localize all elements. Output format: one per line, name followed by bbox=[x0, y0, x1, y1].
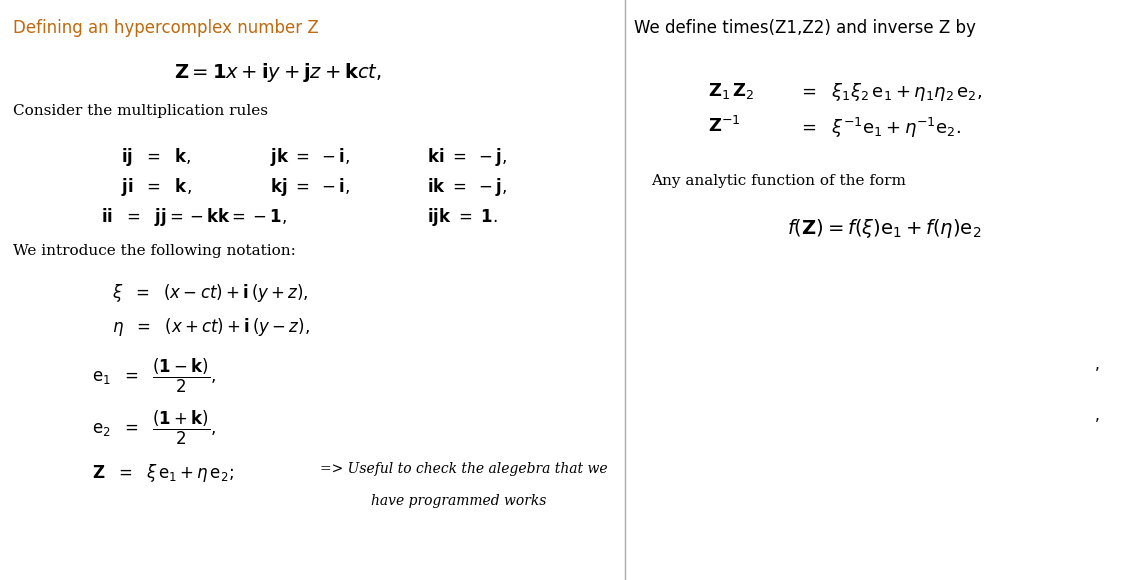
Text: $f(\mathbf{Z}) = f(\xi)\mathrm{e}_1 + f(\eta)\mathrm{e}_2$: $f(\mathbf{Z}) = f(\xi)\mathrm{e}_1 + f(… bbox=[787, 218, 981, 241]
Text: ,: , bbox=[1095, 408, 1099, 423]
Text: Consider the multiplication rules: Consider the multiplication rules bbox=[13, 104, 269, 118]
Text: $\mathbf{ik}\ =\ -\mathbf{j},$: $\mathbf{ik}\ =\ -\mathbf{j},$ bbox=[427, 176, 507, 198]
Text: => Useful to check the alegebra that we: => Useful to check the alegebra that we bbox=[320, 462, 608, 476]
Text: $\mathrm{e}_1\ \ =\ \ \dfrac{(\mathbf{1} - \mathbf{k})}{2},$: $\mathrm{e}_1\ \ =\ \ \dfrac{(\mathbf{1}… bbox=[92, 357, 216, 395]
Text: $\mathbf{ii}\ \ =\ \ \mathbf{jj} = -\mathbf{kk} = -\mathbf{1},$: $\mathbf{ii}\ \ =\ \ \mathbf{jj} = -\mat… bbox=[101, 206, 287, 229]
Text: have programmed works: have programmed works bbox=[371, 494, 546, 508]
Text: $\mathbf{Z}_1\,\mathbf{Z}_2$: $\mathbf{Z}_1\,\mathbf{Z}_2$ bbox=[708, 81, 754, 101]
Text: $\mathbf{ji}\ \ =\ \ \mathbf{k},$: $\mathbf{ji}\ \ =\ \ \mathbf{k},$ bbox=[121, 176, 192, 198]
Text: $=\ \ \xi_1\xi_2\,\mathrm{e}_1 + \eta_1\eta_2\,\mathrm{e}_2,$: $=\ \ \xi_1\xi_2\,\mathrm{e}_1 + \eta_1\… bbox=[798, 81, 982, 103]
Text: $\mathbf{Z} = \mathbf{1}x + \mathbf{i}y + \mathbf{j}z + \mathbf{k}ct,$: $\mathbf{Z} = \mathbf{1}x + \mathbf{i}y … bbox=[174, 61, 382, 84]
Text: $\mathrm{e}_2\ \ =\ \ \dfrac{(\mathbf{1} + \mathbf{k})}{2},$: $\mathrm{e}_2\ \ =\ \ \dfrac{(\mathbf{1}… bbox=[92, 408, 216, 447]
Text: ,: , bbox=[1095, 357, 1099, 372]
Text: $\mathbf{ki}\ =\ -\mathbf{j},$: $\mathbf{ki}\ =\ -\mathbf{j},$ bbox=[427, 146, 507, 168]
Text: $\eta\ \ =\ \ (x + ct) + \mathbf{i}\,(y - z),$: $\eta\ \ =\ \ (x + ct) + \mathbf{i}\,(y … bbox=[112, 316, 310, 338]
Text: $\mathbf{Z}\ \ =\ \ \xi\,\mathrm{e}_1 + \eta\,\mathrm{e}_2;$: $\mathbf{Z}\ \ =\ \ \xi\,\mathrm{e}_1 + … bbox=[92, 462, 234, 484]
Text: We define times(Z1,Z2) and inverse Z by: We define times(Z1,Z2) and inverse Z by bbox=[634, 19, 976, 37]
Text: $\xi\ \ =\ \ (x - ct) + \mathbf{i}\,(y + z),$: $\xi\ \ =\ \ (x - ct) + \mathbf{i}\,(y +… bbox=[112, 282, 309, 304]
Text: Defining an hypercomplex number Z: Defining an hypercomplex number Z bbox=[13, 19, 319, 37]
Text: $\mathbf{Z}^{-1}$: $\mathbf{Z}^{-1}$ bbox=[708, 116, 741, 136]
Text: Any analytic function of the form: Any analytic function of the form bbox=[651, 174, 906, 188]
Text: $\mathbf{ij}\ \ =\ \ \mathbf{k},$: $\mathbf{ij}\ \ =\ \ \mathbf{k},$ bbox=[121, 146, 191, 168]
Text: $\mathbf{kj}\ =\ -\mathbf{i},$: $\mathbf{kj}\ =\ -\mathbf{i},$ bbox=[270, 176, 350, 198]
Text: $=\ \ \xi^{-1}\mathrm{e}_1 + \eta^{-1}\mathrm{e}_2.$: $=\ \ \xi^{-1}\mathrm{e}_1 + \eta^{-1}\m… bbox=[798, 116, 961, 140]
Text: $\mathbf{ijk}\ =\ \mathbf{1}.$: $\mathbf{ijk}\ =\ \mathbf{1}.$ bbox=[427, 206, 498, 229]
Text: $\mathbf{jk}\ =\ -\mathbf{i},$: $\mathbf{jk}\ =\ -\mathbf{i},$ bbox=[270, 146, 351, 168]
Text: We introduce the following notation:: We introduce the following notation: bbox=[13, 244, 297, 258]
